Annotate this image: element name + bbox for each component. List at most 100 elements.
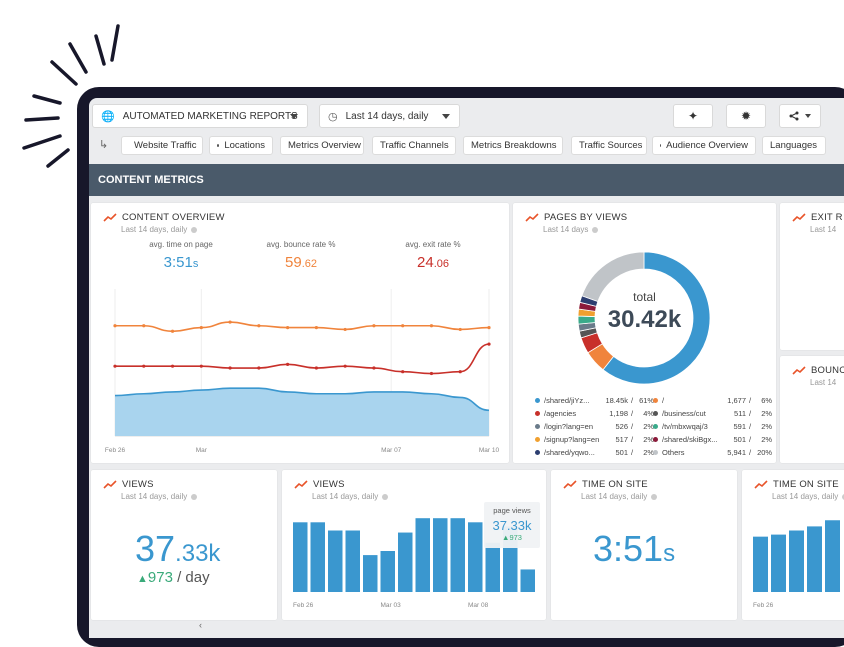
- content-overview-line-chart: Feb 26 Mar Mar 07 Mar 10: [105, 289, 499, 454]
- legend-separator: /: [631, 435, 634, 444]
- data-point: [257, 366, 261, 370]
- content-overview-card: CONTENT OVERVIEW Last 14 days, daily avg…: [91, 203, 509, 463]
- legend-value: 526: [615, 422, 628, 431]
- date-range-label: Last 14 days, daily: [345, 110, 429, 122]
- legend-item[interactable]: /login?lang=en 526/ 2%: [535, 422, 654, 431]
- report-selector[interactable]: 🌐 AUTOMATED MARKETING REPORTS: [92, 104, 308, 128]
- up-arrow-icon: ▲: [137, 573, 148, 585]
- tab-languages[interactable]: Languages: [762, 136, 826, 155]
- legend-item[interactable]: /tv/mbxwqaj/3 591/ 2%: [653, 422, 772, 431]
- bar: [807, 526, 822, 592]
- card-title: TIME ON SITE: [754, 479, 839, 490]
- data-point: [113, 324, 117, 328]
- legend-percent: 20%: [757, 448, 773, 457]
- legend-percent: 2%: [643, 435, 655, 444]
- data-point: [372, 324, 376, 328]
- legend-name: /shared/jiYz...: [544, 396, 590, 405]
- palette-icon: ✹: [740, 109, 752, 123]
- trend-icon: [792, 365, 806, 375]
- card-title-text: TIME ON SITE: [773, 479, 839, 490]
- card-title-text: EXIT R: [811, 212, 843, 223]
- share-button[interactable]: [779, 104, 821, 128]
- card-title: CONTENT OVERVIEW: [103, 212, 225, 223]
- trend-icon: [103, 212, 117, 222]
- plug-button[interactable]: ✦: [673, 104, 713, 128]
- bar: [520, 569, 535, 592]
- legend-percent: 4%: [643, 409, 655, 418]
- bar: [363, 555, 378, 592]
- legend-name: /tv/mbxwqaj/3: [662, 422, 708, 431]
- theme-button[interactable]: ✹: [726, 104, 766, 128]
- legend-percent: 2%: [761, 422, 773, 431]
- card-subtitle-text: Last 14 days, daily: [772, 492, 839, 501]
- data-point: [170, 364, 175, 368]
- card-subtitle: Last 14 days, daily: [581, 492, 658, 501]
- card-subtitle-text: Last 14 days: [543, 225, 589, 234]
- legend-item[interactable]: /shared/yqwo... 501/ 2%: [535, 448, 654, 457]
- tab-website-traffic[interactable]: Website Traffic: [121, 136, 203, 155]
- legend-separator: /: [749, 422, 752, 431]
- time-on-site-kpi-card: TIME ON SITE Last 14 days, daily 3:51s: [551, 470, 737, 620]
- donut-slice: [581, 251, 645, 303]
- legend-value: 501: [615, 448, 628, 457]
- bar: [433, 518, 448, 592]
- data-point: [401, 370, 405, 374]
- tab-locations[interactable]: Locations: [209, 136, 273, 155]
- views-main: 37: [135, 528, 176, 569]
- kpi-main: 3:51: [163, 254, 193, 271]
- legend-separator: /: [749, 409, 752, 418]
- tab-label: Locations: [224, 140, 265, 151]
- date-range-selector[interactable]: ◷ Last 14 days, daily: [319, 104, 460, 128]
- section-title: CONTENT METRICS: [98, 174, 204, 186]
- series-line: [114, 343, 490, 375]
- kpi-unit: s: [192, 258, 199, 270]
- tab-metrics-breakdowns[interactable]: Metrics Breakdowns: [463, 136, 563, 155]
- legend-separator: /: [631, 409, 634, 418]
- legend-item[interactable]: /shared/skiBgx... 501/ 2%: [653, 435, 772, 444]
- legend-percent: 61%: [639, 396, 655, 405]
- chevron-down-icon: [290, 114, 298, 119]
- tooltip-delta-value: 973: [509, 533, 522, 542]
- legend-percent: 2%: [643, 448, 655, 457]
- views-tooltip: page views 37.33k ▲973: [484, 502, 540, 548]
- tab-traffic-sources[interactable]: Traffic Sources: [571, 136, 647, 155]
- legend-name: /agencies: [544, 409, 577, 418]
- scroll-left-icon[interactable]: ‹: [199, 620, 202, 630]
- data-point: [429, 324, 434, 328]
- share-icon: [789, 111, 799, 121]
- delta-suffix: / day: [177, 569, 210, 586]
- data-point: [343, 364, 347, 368]
- legend-name: /login?lang=en: [544, 422, 594, 431]
- legend-separator: /: [631, 448, 634, 457]
- legend-item[interactable]: /business/cut 511/ 2%: [653, 409, 772, 418]
- legend-swatch: [653, 437, 658, 442]
- card-subtitle-text: Last 14 days, daily: [581, 492, 648, 501]
- card-subtitle-text: Last 14 days, daily: [121, 492, 188, 501]
- bar: [789, 530, 804, 592]
- card-subtitle: Last 14: [810, 225, 837, 234]
- data-point: [228, 366, 232, 370]
- tab-traffic-channels[interactable]: Traffic Channels: [372, 136, 456, 155]
- legend-item[interactable]: Others 5,941/ 20%: [653, 448, 772, 457]
- legend-item[interactable]: /shared/jiYz... 18.45k/ 61%: [535, 396, 654, 405]
- legend-item[interactable]: /agencies 1,198/ 4%: [535, 409, 654, 418]
- legend-swatch: [653, 398, 658, 403]
- x-tick-label: Feb 26: [753, 602, 774, 609]
- card-subtitle: Last 14 days, daily: [772, 492, 844, 501]
- info-icon: [651, 493, 658, 500]
- tab-label: Website Traffic: [134, 140, 197, 151]
- x-tick-label: Mar 07: [381, 447, 402, 454]
- tab-audience-overview[interactable]: Audience Overview: [652, 136, 756, 155]
- x-tick-label: Mar 08: [468, 602, 489, 609]
- donut-slice: [602, 251, 711, 385]
- x-tick-label: Mar 03: [381, 602, 402, 609]
- tab-metrics-overview[interactable]: Metrics Overview: [280, 136, 364, 155]
- card-subtitle-text: Last 14 days, daily: [121, 225, 188, 234]
- legend-item[interactable]: /1,677/6%: [653, 396, 772, 405]
- legend-item[interactable]: /signup?lang=en 517/ 2%: [535, 435, 654, 444]
- kpi-value: 3:51s: [121, 254, 241, 271]
- views-kpi-card: VIEWS Last 14 days, daily 37.33k ▲973 / …: [91, 470, 277, 620]
- plug-icon: ✦: [687, 109, 699, 123]
- legend-name: Others: [662, 448, 685, 457]
- legend-separator: /: [749, 435, 752, 444]
